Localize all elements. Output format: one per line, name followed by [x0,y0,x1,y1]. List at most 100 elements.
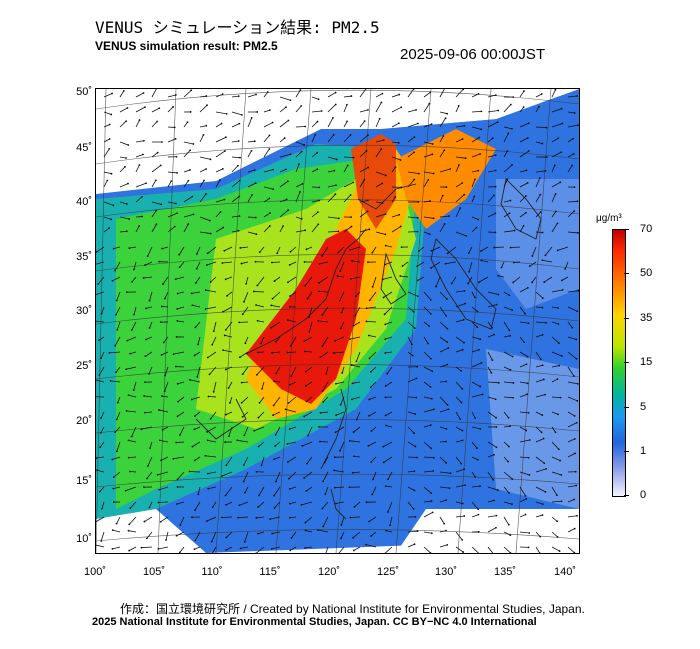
wind-arrow [160,516,169,523]
wind-arrow-head [209,417,212,420]
wind-arrow [519,486,526,497]
wind-arrow [195,276,201,284]
wind-arrow-head [305,490,308,492]
wind-arrow [327,230,339,233]
wind-arrow [439,336,448,343]
wind-arrow-head [398,122,400,125]
title-english: VENUS simulation result: PM2.5 [95,39,278,53]
wind-arrow [471,93,479,98]
lon-label: 135˚ [493,566,517,578]
wind-arrow-head [363,120,366,123]
wind-arrow-head [303,415,306,418]
wind-arrow-head [430,532,433,535]
wind-arrow-head [413,432,415,435]
wind-arrow [340,396,345,405]
wind-arrow-head [158,409,160,411]
wind-arrow [213,321,217,332]
wind-arrow-head [368,520,371,523]
wind-arrow [112,456,121,460]
wind-arrow [243,426,249,436]
wind-arrow [567,366,575,377]
wind-arrow [501,261,505,268]
graticule [96,89,579,553]
pm25-map [96,89,579,553]
wind-arrow [241,261,249,264]
wind-arrow [288,471,297,479]
wind-arrow-head [268,225,271,227]
wind-arrow [103,93,113,98]
wind-arrow-head [369,386,372,389]
wind-arrow [529,261,537,267]
wind-arrow-head [497,293,500,296]
wind-arrow [128,394,137,398]
wind-arrow-head [479,153,481,155]
wind-arrow-head [161,428,164,431]
wind-arrow-head [350,216,352,219]
wind-arrow-head [243,300,245,303]
wind-arrow-head [557,413,559,416]
wind-arrow-head [287,119,290,122]
wind-arrow [207,246,217,254]
wind-arrow-head [205,95,208,97]
wind-arrow-head [427,342,429,345]
wind-arrow-head [239,356,241,359]
wind-arrow [295,151,302,158]
wind-arrow [340,321,345,329]
wind-arrow-head [238,122,241,125]
wind-arrow [455,138,463,143]
wind-arrow-head [207,395,210,398]
wind-arrow [257,501,265,508]
wind-arrow-head [350,364,353,366]
wind-arrow-head [287,319,289,322]
wind-arrow-head [257,532,259,535]
wind-arrow-head [477,508,480,511]
wind-arrow-head [495,303,498,306]
wind-arrow [242,411,249,418]
wind-arrow-head [206,439,209,442]
wind-arrow-head [575,338,578,341]
wind-arrow [385,336,393,340]
wind-arrow [519,439,530,443]
wind-arrow [149,291,153,301]
wind-arrow [535,364,543,368]
colorbar-label: 35 [640,312,653,324]
wind-arrow [407,321,416,329]
wind-arrow [231,196,240,203]
wind-arrow-head [160,459,162,462]
wind-arrow [439,215,449,218]
wind-arrow-head [240,401,243,404]
wind-arrow-head [304,384,307,387]
wind-arrow [535,141,543,144]
wind-arrow-head [384,323,387,326]
wind-arrow-head [144,411,146,414]
wind-arrow [354,501,361,508]
wind-arrow-head [528,474,531,476]
wind-arrow-head [239,547,242,550]
wind-arrow [247,216,256,218]
wind-arrow [471,179,476,188]
colorbar-label: 70 [640,223,653,235]
wind-arrow-head [334,431,337,434]
wind-arrow-head [443,223,446,225]
wind-arrow [391,94,400,98]
wind-arrow [327,104,336,113]
wind-arrow-head [299,89,302,91]
wind-arrow [215,123,222,128]
wind-arrow-head [543,462,546,465]
wind-arrow-head [541,364,544,367]
wind-arrow-head [108,351,111,354]
wind-arrow [149,321,153,328]
wind-arrow [208,486,217,490]
wind-arrow [385,245,393,248]
wind-arrow [423,92,431,98]
wind-arrow-head [115,418,118,421]
wind-arrow-head [237,164,239,167]
wind-arrow-head [480,250,482,252]
wind-arrow-head [381,202,384,204]
wind-arrow [247,94,257,98]
wind-arrow [194,351,201,356]
wind-arrow [304,351,313,353]
wind-arrow [391,214,400,218]
wind-arrow [551,396,561,398]
wind-arrow [519,287,529,293]
